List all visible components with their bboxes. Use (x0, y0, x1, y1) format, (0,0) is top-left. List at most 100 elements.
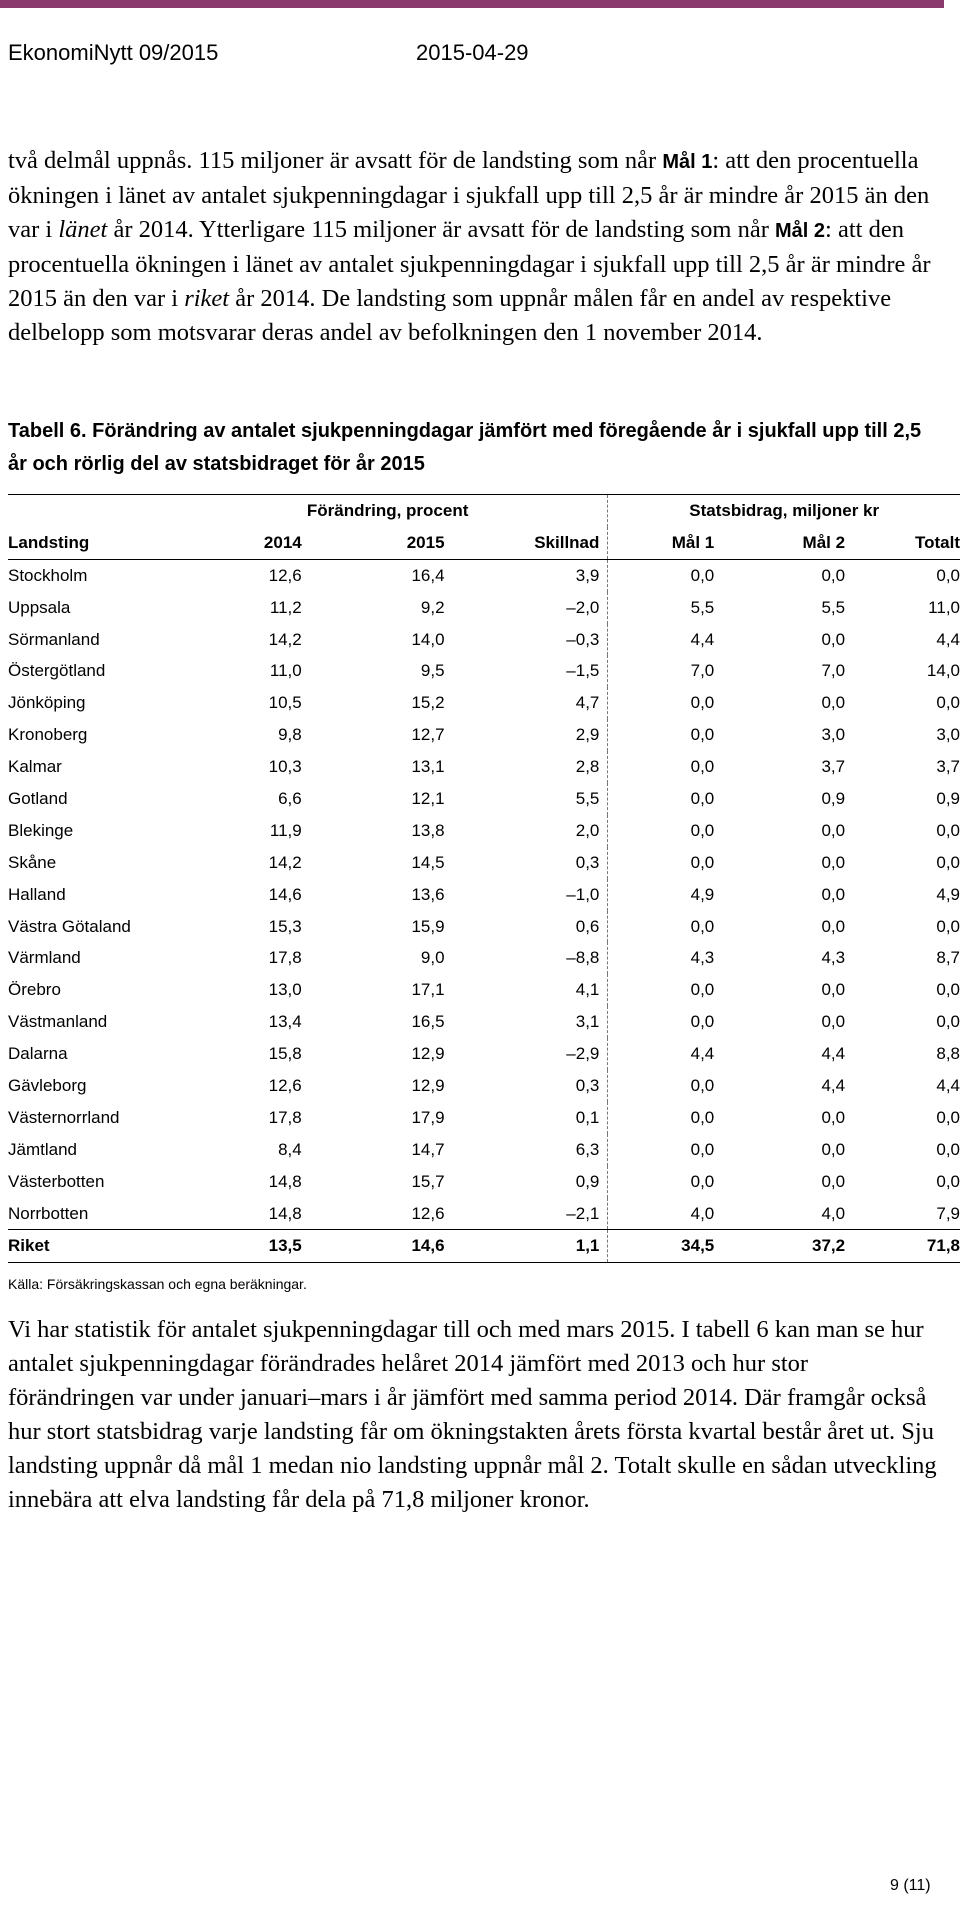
cell-mal1: 0,0 (607, 1133, 715, 1166)
table-row: Skåne 14,2 14,5 0,3 0,0 0,0 0,0 (8, 846, 960, 879)
cell-skillnad: 0,3 (575, 852, 600, 872)
cell-2015: 13,6 (411, 884, 445, 904)
col-header-2015: 2015 (301, 526, 445, 560)
cell-skillnad: 0,9 (575, 1171, 600, 1191)
cell-2015: 12,9 (411, 1044, 445, 1064)
cell-totalt: 0,0 (936, 1012, 960, 1032)
cell-totalt: 0,0 (936, 1171, 960, 1191)
header-accent-bar (0, 0, 944, 8)
cell-skillnad: –8,8 (566, 948, 600, 968)
cell-landsting: Dalarna (8, 1044, 68, 1064)
cell-2014: 17,8 (268, 1107, 302, 1127)
cell-landsting: Blekinge (8, 820, 74, 840)
cell-2014: 13,0 (268, 980, 302, 1000)
cell-totalt: 8,8 (936, 1044, 960, 1064)
cell-landsting: Skåne (8, 852, 57, 872)
cell-mal1: 0,0 (607, 719, 715, 752)
cell-totalt: 0,0 (936, 565, 960, 585)
table-row: Stockholm 12,6 16,4 3,9 0,0 0,0 0,0 (8, 559, 960, 592)
publication-title: EkonomiNytt 09/2015 (8, 40, 219, 65)
total-skillnad: 1,1 (444, 1229, 608, 1264)
table-row: Västernorrland 17,8 17,9 0,1 0,0 0,0 0,0 (8, 1101, 960, 1134)
text-run: år 2014. Ytterligare 115 miljoner är avs… (107, 216, 776, 243)
cell-mal2: 7,0 (821, 661, 846, 681)
cell-2014: 17,8 (268, 948, 302, 968)
cell-totalt: 14,0 (926, 661, 960, 681)
cell-2014: 12,6 (268, 565, 302, 585)
cell-totalt: 0,0 (936, 693, 960, 713)
col-header-totalt: Totalt (845, 526, 960, 560)
cell-mal1: 4,4 (607, 623, 715, 656)
cell-landsting: Västra Götaland (8, 916, 131, 936)
cell-skillnad: 5,5 (575, 788, 600, 808)
total-totalt: 71,8 (845, 1229, 960, 1264)
cell-landsting: Örebro (8, 980, 61, 1000)
cell-2015: 16,5 (411, 1012, 445, 1032)
table-row: Gotland 6,6 12,1 5,5 0,0 0,9 0,9 (8, 783, 960, 815)
table-row: Östergötland 11,0 9,5 –1,5 7,0 7,0 14,0 (8, 655, 960, 688)
cell-2014: 15,3 (268, 916, 302, 936)
cell-totalt: 3,0 (936, 725, 960, 745)
cell-landsting: Västernorrland (8, 1107, 120, 1127)
cell-mal1: 0,0 (607, 974, 715, 1007)
table-row: Dalarna 15,8 12,9 –2,9 4,4 4,4 8,8 (8, 1038, 960, 1071)
cell-mal1: 4,9 (607, 878, 715, 911)
total-2015: 14,6 (301, 1229, 445, 1264)
cell-2014: 14,2 (268, 852, 302, 872)
cell-mal2: 0,0 (821, 916, 846, 936)
cell-2015: 9,5 (420, 661, 445, 681)
cell-skillnad: –0,3 (566, 629, 600, 649)
cell-landsting: Kronoberg (8, 725, 88, 745)
cell-2014: 12,6 (268, 1075, 302, 1095)
cell-2014: 14,8 (268, 1203, 302, 1223)
cell-mal2: 0,0 (821, 1139, 846, 1159)
table-caption: Tabell 6. Förändring av antalet sjukpenn… (8, 420, 922, 475)
cell-2014: 9,8 (278, 725, 302, 745)
cell-2015: 12,9 (411, 1075, 445, 1095)
cell-landsting: Västerbotten (8, 1171, 105, 1191)
cell-mal2: 3,7 (821, 757, 846, 777)
table-column-header: Landsting 2014 2015 Skillnad Mål 1 Mål 2… (8, 526, 960, 560)
cell-landsting: Halland (8, 884, 66, 904)
cell-2015: 12,1 (411, 788, 445, 808)
page-header: EkonomiNytt 09/2015 2015-04-29 (8, 40, 938, 70)
cell-mal2: 5,5 (821, 597, 846, 617)
cell-mal2: 0,0 (821, 852, 846, 872)
publication-date: 2015-04-29 (416, 40, 529, 65)
cell-mal2: 0,0 (821, 884, 846, 904)
col-header-skillnad: Skillnad (444, 526, 608, 560)
cell-2014: 11,0 (269, 661, 302, 681)
cell-skillnad: 0,3 (575, 1075, 600, 1095)
cell-2015: 13,8 (411, 820, 445, 840)
cell-mal2: 0,0 (821, 820, 846, 840)
cell-mal1: 4,3 (607, 942, 715, 975)
cell-skillnad: 2,8 (575, 757, 600, 777)
cell-landsting: Jämtland (8, 1139, 77, 1159)
cell-2015: 9,2 (420, 597, 445, 617)
cell-totalt: 4,9 (936, 884, 960, 904)
cell-mal2: 0,0 (821, 1107, 846, 1127)
cell-skillnad: 4,7 (575, 693, 600, 713)
table-source: Källa: Försäkringskassan och egna beräkn… (8, 1276, 307, 1292)
group-header-change: Förändring, procent (167, 493, 608, 527)
cell-mal1: 4,4 (607, 1038, 715, 1071)
table-row: Sörmanland 14,2 14,0 –0,3 4,4 0,0 4,4 (8, 623, 960, 656)
cell-mal2: 3,0 (821, 725, 846, 745)
cell-2014: 13,4 (268, 1012, 302, 1032)
table-row: Kronoberg 9,8 12,7 2,9 0,0 3,0 3,0 (8, 719, 960, 752)
cell-mal1: 4,0 (607, 1197, 715, 1230)
table-row: Örebro 13,0 17,1 4,1 0,0 0,0 0,0 (8, 974, 960, 1007)
cell-landsting: Östergötland (8, 661, 106, 681)
cell-2014: 10,3 (268, 757, 302, 777)
cell-mal1: 0,0 (607, 559, 715, 592)
cell-mal1: 0,0 (607, 1006, 715, 1039)
cell-mal2: 0,0 (821, 1171, 846, 1191)
cell-mal2: 0,0 (821, 565, 846, 585)
cell-2014: 11,2 (269, 597, 302, 617)
cell-mal2: 0,9 (821, 788, 846, 808)
intro-paragraph: två delmål uppnås. 115 miljoner är avsat… (8, 144, 938, 350)
text-run: två delmål uppnås. 115 miljoner är avsat… (8, 147, 663, 174)
table-row: Norrbotten 14,8 12,6 –2,1 4,0 4,0 7,9 (8, 1197, 960, 1230)
cell-mal1: 0,0 (607, 687, 715, 720)
cell-landsting: Västmanland (8, 1012, 108, 1032)
